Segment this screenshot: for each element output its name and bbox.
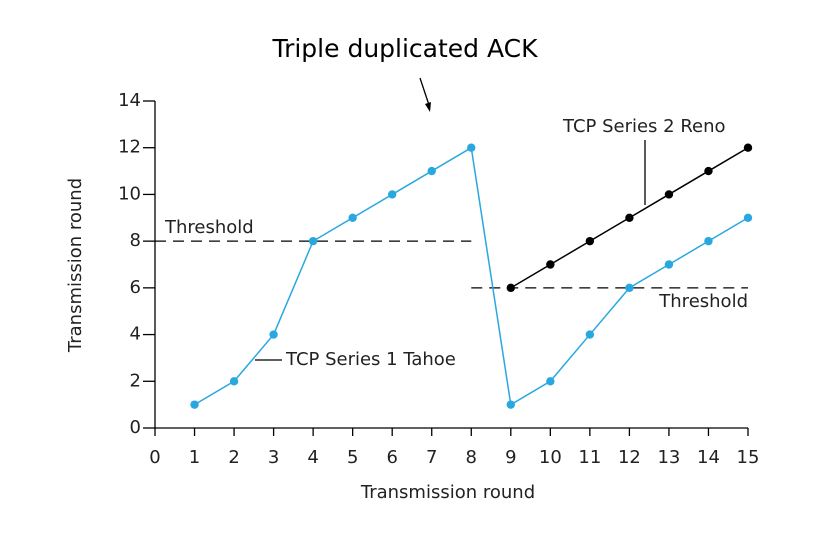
data-point — [506, 283, 515, 293]
y-tick-label: 8 — [130, 230, 141, 251]
y-tick-label: 2 — [130, 370, 141, 391]
x-axis-label: Transmission round — [360, 482, 535, 503]
data-point — [506, 400, 515, 409]
data-point — [743, 213, 753, 222]
data-point — [664, 190, 674, 199]
series-label: TCP Series 1 Tahoe — [285, 349, 456, 370]
x-tick-label: 0 — [149, 447, 160, 468]
data-point — [546, 260, 555, 269]
data-point — [704, 236, 713, 246]
data-point — [229, 377, 239, 386]
x-tick-label: 3 — [268, 447, 279, 468]
data-point — [348, 213, 357, 222]
x-tick-label: 1 — [189, 447, 200, 468]
x-tick-label: 9 — [505, 447, 516, 468]
data-point — [664, 260, 674, 269]
x-tick-label: 12 — [618, 447, 641, 468]
data-point — [625, 213, 634, 222]
threshold-label: Threshold — [164, 217, 254, 238]
x-tick-label: 6 — [386, 447, 397, 468]
data-point — [467, 143, 476, 152]
x-tick-label: 13 — [657, 447, 680, 468]
y-tick-label: 12 — [118, 137, 141, 158]
y-tick-label: 10 — [118, 183, 141, 204]
series-line — [194, 146, 749, 406]
data-point — [704, 166, 713, 176]
y-tick-label: 14 — [118, 90, 141, 111]
chart-title: Triple duplicated ACK — [271, 34, 538, 63]
x-tick-label: 11 — [578, 447, 601, 468]
x-tick-label: 7 — [426, 447, 437, 468]
data-point — [743, 143, 753, 152]
x-tick-label: 14 — [697, 447, 720, 468]
x-tick-label: 2 — [228, 447, 239, 468]
threshold-label: Threshold — [658, 291, 748, 312]
x-tick-label: 15 — [737, 447, 760, 468]
data-point — [190, 400, 199, 409]
x-tick-label: 10 — [539, 447, 562, 468]
x-tick-label: 8 — [466, 447, 477, 468]
data-point — [427, 166, 436, 176]
y-tick-label: 6 — [130, 277, 141, 298]
data-point — [546, 377, 555, 386]
x-tick-label: 5 — [347, 447, 358, 468]
x-tick-label: 4 — [307, 447, 318, 468]
data-point — [308, 236, 318, 246]
y-axis-label: Transmission round — [65, 178, 86, 353]
data-point — [388, 190, 397, 199]
data-point — [269, 330, 278, 339]
data-point — [585, 236, 595, 246]
y-tick-label: 0 — [130, 417, 141, 438]
data-point — [585, 330, 595, 339]
data-point — [625, 283, 634, 293]
title-arrow-head — [425, 102, 431, 112]
y-tick-label: 4 — [130, 324, 141, 345]
series-label: TCP Series 2 Reno — [562, 116, 726, 137]
